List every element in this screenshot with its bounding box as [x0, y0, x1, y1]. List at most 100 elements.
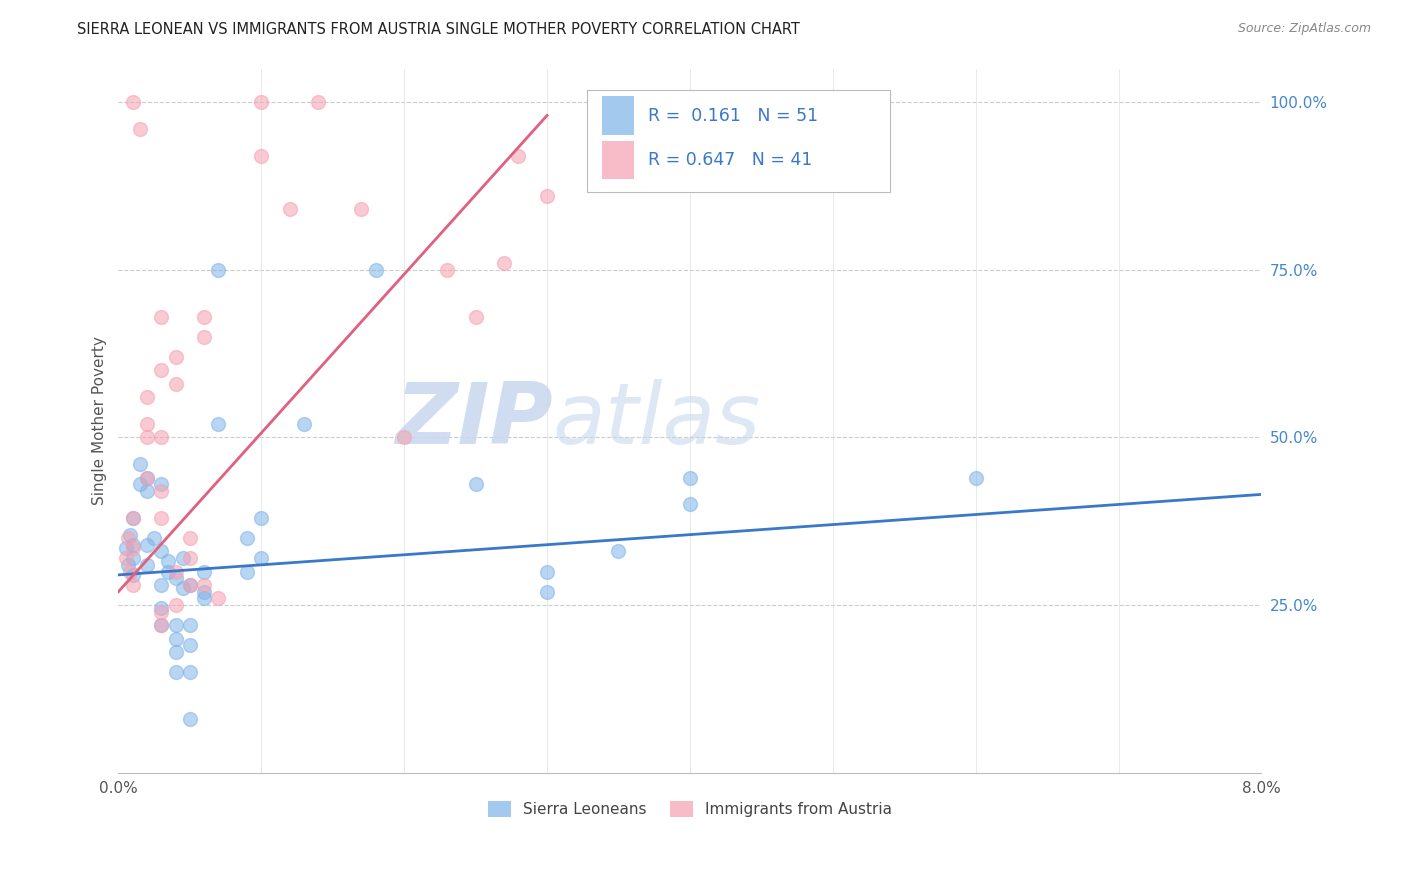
Point — [143, 531, 166, 545]
FancyBboxPatch shape — [602, 96, 634, 135]
Point — [236, 565, 259, 579]
Point — [179, 578, 201, 592]
Point — [121, 578, 143, 592]
Text: atlas: atlas — [553, 379, 761, 462]
Point — [508, 149, 530, 163]
Point — [114, 541, 136, 555]
Point — [150, 477, 173, 491]
Point — [250, 95, 273, 109]
Text: R =  0.161   N = 51: R = 0.161 N = 51 — [648, 107, 818, 125]
Point — [179, 638, 201, 652]
Point — [292, 417, 315, 431]
Point — [150, 511, 173, 525]
Point — [150, 430, 173, 444]
Text: Source: ZipAtlas.com: Source: ZipAtlas.com — [1237, 22, 1371, 36]
Point — [121, 551, 143, 566]
Point — [536, 189, 558, 203]
Point — [679, 498, 702, 512]
Point — [165, 665, 187, 680]
Point — [179, 712, 201, 726]
Point — [278, 202, 301, 217]
Point — [128, 121, 150, 136]
Point — [250, 149, 273, 163]
Point — [121, 567, 143, 582]
Point — [121, 538, 143, 552]
Point — [150, 618, 173, 632]
Point — [150, 601, 173, 615]
Point — [179, 665, 201, 680]
Point — [121, 541, 143, 555]
Point — [193, 591, 215, 606]
Point — [117, 558, 139, 572]
Point — [136, 417, 159, 431]
Point — [179, 531, 201, 545]
Point — [150, 618, 173, 632]
Point — [128, 477, 150, 491]
Point — [117, 531, 139, 545]
Point — [136, 390, 159, 404]
Point — [236, 531, 259, 545]
Point — [172, 551, 194, 566]
Point — [464, 310, 486, 324]
Point — [136, 538, 159, 552]
Point — [136, 558, 159, 572]
Point — [150, 544, 173, 558]
Point — [165, 376, 187, 391]
Point — [179, 578, 201, 592]
Point — [250, 511, 273, 525]
Y-axis label: Single Mother Poverty: Single Mother Poverty — [93, 336, 107, 505]
Point — [464, 477, 486, 491]
Point — [157, 554, 180, 568]
Point — [150, 484, 173, 499]
Point — [150, 363, 173, 377]
Point — [121, 511, 143, 525]
Point — [165, 632, 187, 646]
Point — [150, 605, 173, 619]
Point — [114, 551, 136, 566]
Point — [965, 470, 987, 484]
Point — [307, 95, 329, 109]
Point — [679, 470, 702, 484]
Point — [193, 330, 215, 344]
Text: R = 0.647   N = 41: R = 0.647 N = 41 — [648, 151, 813, 169]
Point — [193, 565, 215, 579]
Point — [165, 618, 187, 632]
Point — [165, 598, 187, 612]
Point — [193, 578, 215, 592]
Point — [536, 565, 558, 579]
Text: SIERRA LEONEAN VS IMMIGRANTS FROM AUSTRIA SINGLE MOTHER POVERTY CORRELATION CHAR: SIERRA LEONEAN VS IMMIGRANTS FROM AUSTRI… — [77, 22, 800, 37]
Point — [165, 645, 187, 659]
Point — [250, 551, 273, 566]
Point — [350, 202, 373, 217]
Point — [136, 470, 159, 484]
Point — [179, 618, 201, 632]
Point — [364, 262, 387, 277]
Point — [121, 95, 143, 109]
Point — [436, 262, 458, 277]
Point — [136, 470, 159, 484]
Point — [207, 262, 229, 277]
FancyBboxPatch shape — [602, 141, 634, 179]
Point — [179, 551, 201, 566]
Point — [536, 584, 558, 599]
Point — [157, 565, 180, 579]
Point — [165, 565, 187, 579]
Point — [193, 584, 215, 599]
Text: ZIP: ZIP — [395, 379, 553, 462]
Point — [121, 511, 143, 525]
Point — [193, 310, 215, 324]
Point — [150, 578, 173, 592]
Point — [118, 565, 141, 579]
Point — [207, 591, 229, 606]
Point — [494, 256, 516, 270]
FancyBboxPatch shape — [588, 90, 890, 192]
Point — [172, 582, 194, 596]
Point — [136, 430, 159, 444]
Point — [118, 527, 141, 541]
Point — [136, 484, 159, 499]
Point — [207, 417, 229, 431]
Point — [392, 430, 415, 444]
Point — [150, 310, 173, 324]
Point — [165, 571, 187, 585]
Point — [165, 350, 187, 364]
